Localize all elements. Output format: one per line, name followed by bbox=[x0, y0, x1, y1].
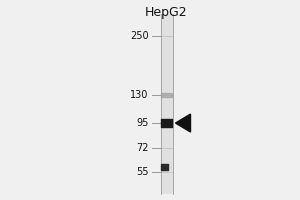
Text: 72: 72 bbox=[136, 143, 148, 153]
Text: 95: 95 bbox=[136, 118, 148, 128]
Text: HepG2: HepG2 bbox=[145, 6, 188, 19]
FancyBboxPatch shape bbox=[160, 14, 172, 194]
Text: 55: 55 bbox=[136, 167, 148, 177]
Polygon shape bbox=[176, 114, 190, 132]
Text: 130: 130 bbox=[130, 90, 148, 100]
Text: 250: 250 bbox=[130, 31, 148, 41]
